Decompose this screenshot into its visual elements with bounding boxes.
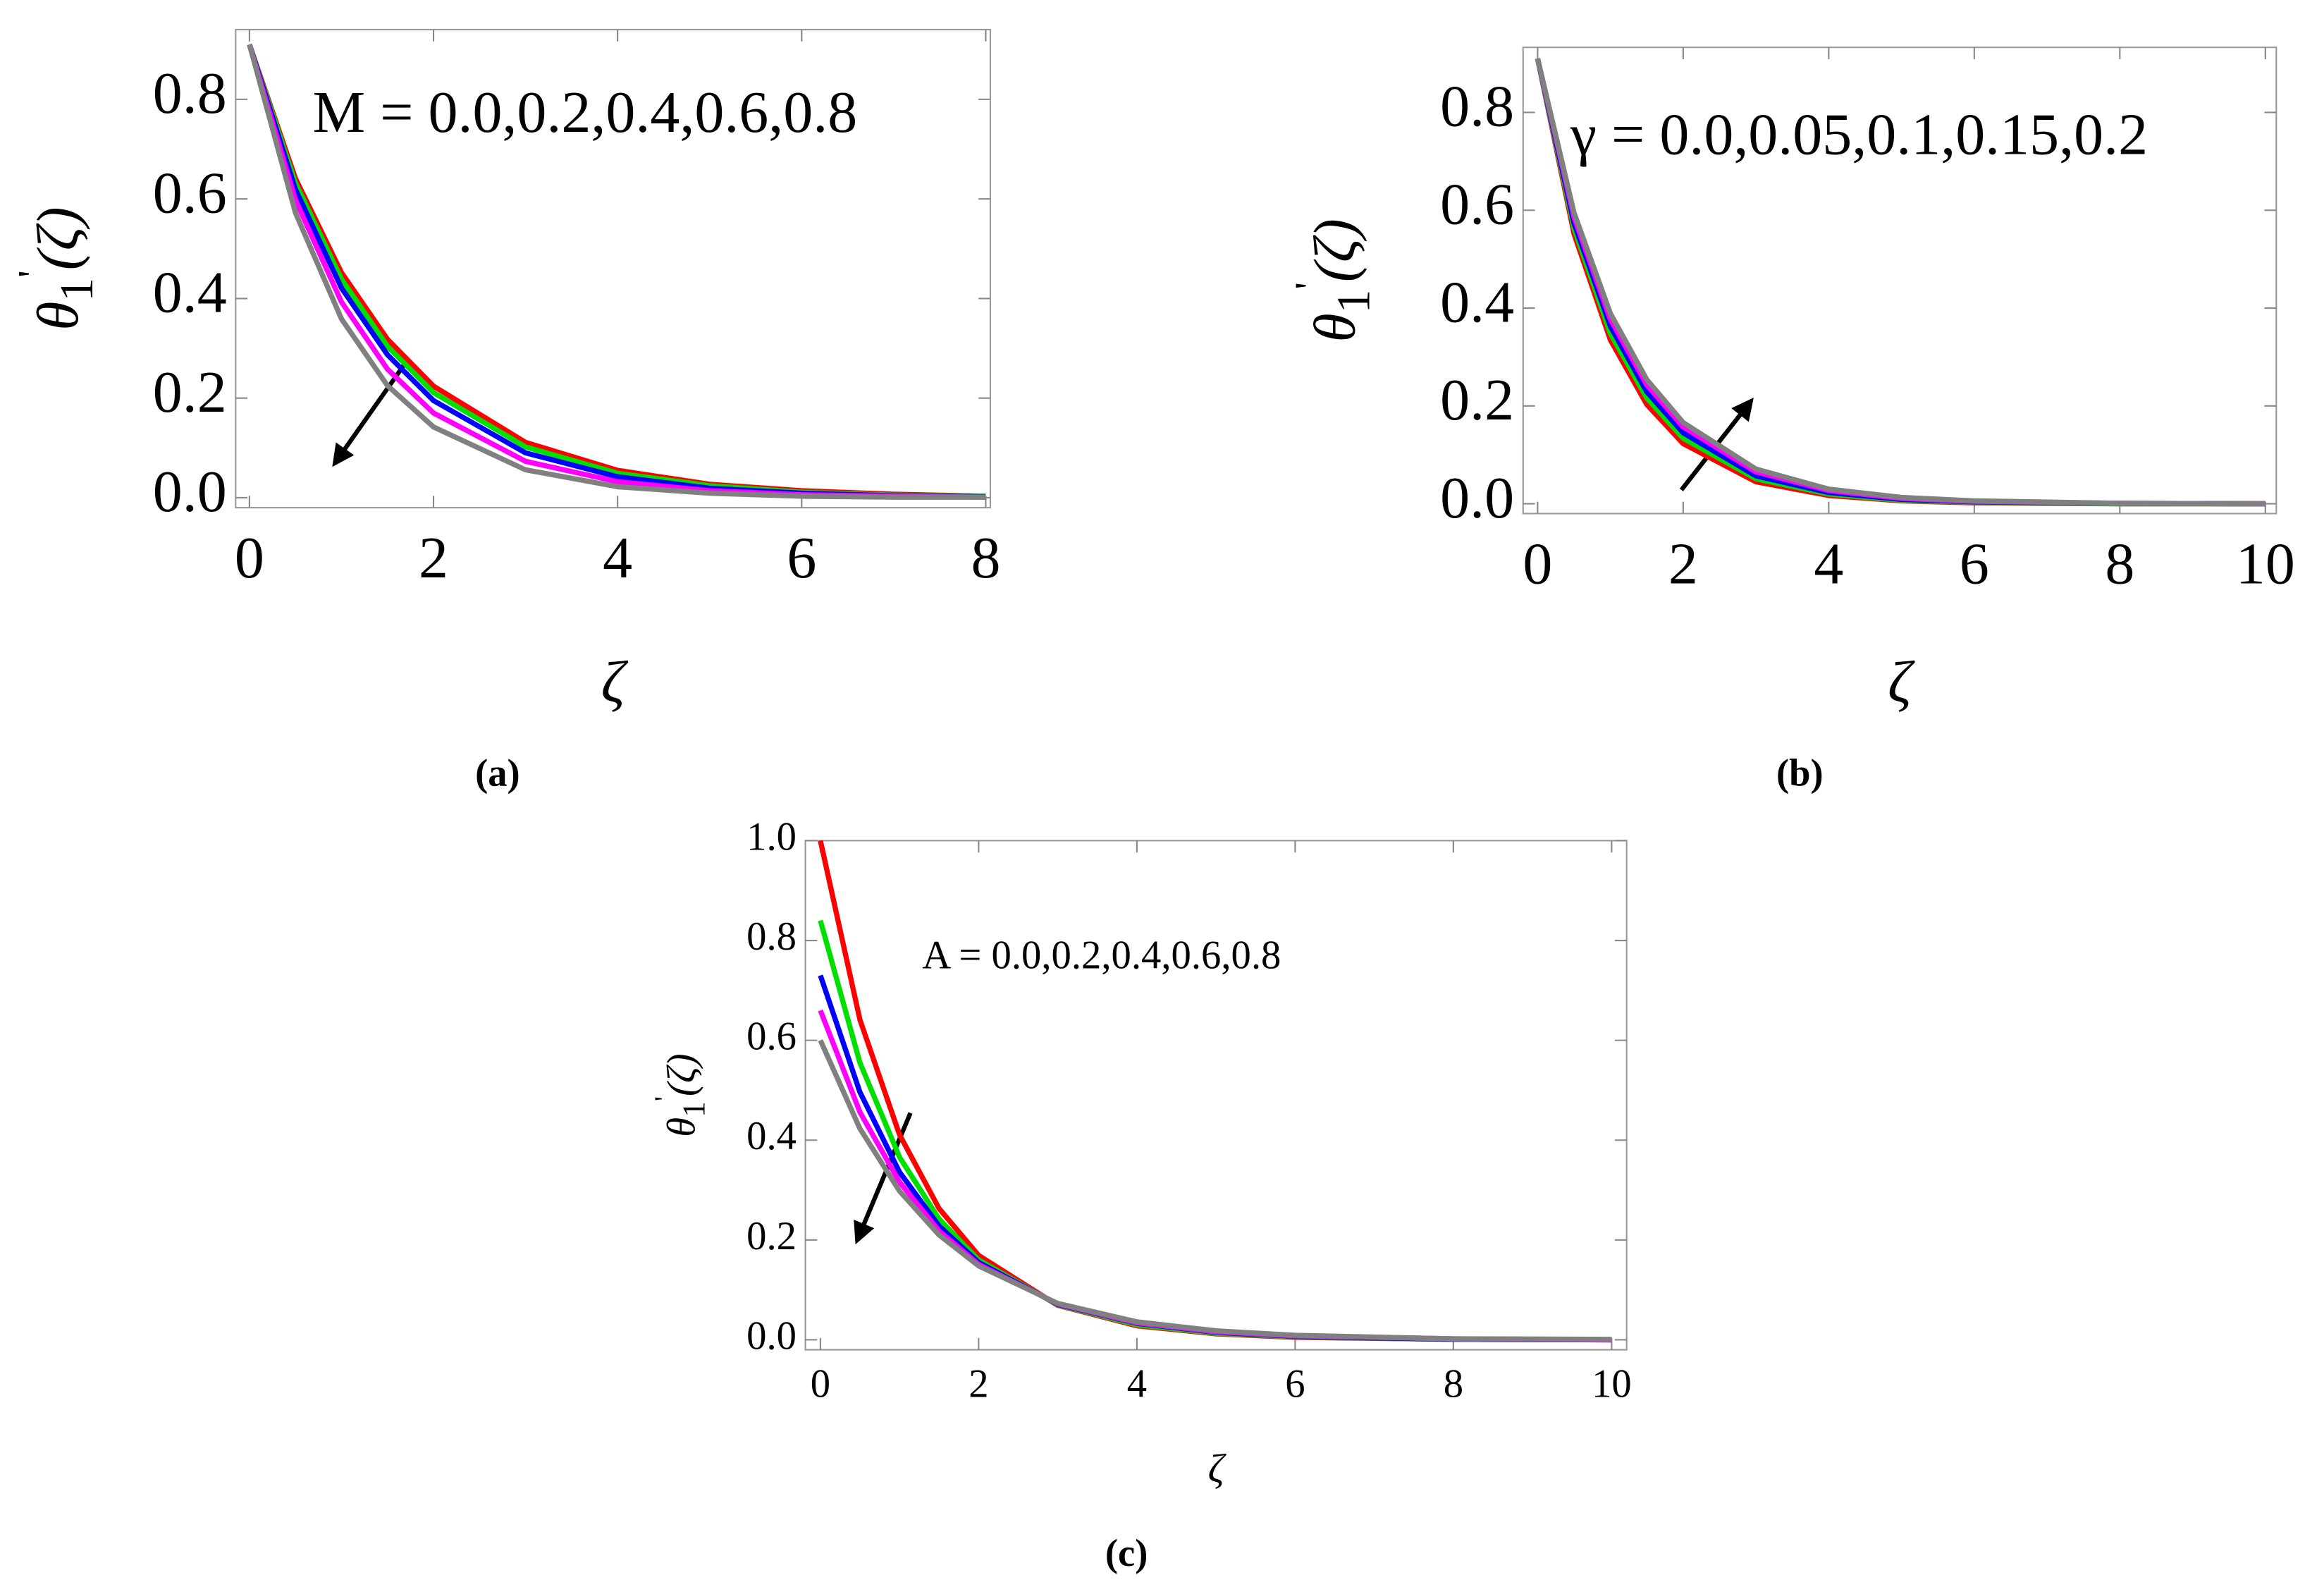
y-label-arg: (ζ) [25,207,91,270]
x-tick-label: 4 [1814,532,1843,597]
series-line [1535,58,2265,507]
y-tick-label: 0.6 [746,1014,797,1059]
x-tick-label: 4 [1127,1361,1147,1406]
y-label-sup: ' [1287,282,1333,290]
x-tick-label: 4 [603,525,632,591]
y-label-symbol: θ [1303,313,1368,342]
plot-frame [804,840,1628,1351]
series-line [247,44,986,500]
x-tick-label: 0 [811,1361,830,1406]
y-tick-label: 0.0 [746,1313,797,1358]
x-axis-label: ζ [1888,649,1915,715]
y-label-arg: (ζ) [660,1053,704,1096]
chart: 0 2 4 6 8 0.0 0.2 0.4 0.6 0.8 M = 0.0,0.2,0.4,0.6,… [10,28,1000,795]
x-axis-label: ζ [1208,1447,1227,1491]
arrow [332,357,411,467]
y-tick-label: 0.4 [746,1114,797,1158]
x-tick-label: 2 [1668,532,1698,597]
y-label-sup: ' [649,1096,680,1101]
x-axis-label: ζ [601,649,629,715]
y-tick-label: 0.8 [746,914,797,959]
y-label-symbol: θ [660,1117,704,1137]
annotation: γ = 0.0,0.05,0.1,0.15,0.2 [1570,102,2148,168]
y-tick-label: 1.0 [746,814,797,859]
x-tick-label: 8 [1444,1361,1463,1406]
plot-frame [235,28,992,509]
y-tick-label: 0.2 [1440,367,1514,433]
y-label-arg: (ζ) [1303,219,1368,282]
series-line [818,1009,1612,1343]
x-tick-label: 10 [2236,532,2295,597]
y-tick-label: 0.6 [153,160,227,226]
plot-frame [1522,47,2277,515]
annotation: M = 0.0,0.2,0.4,0.6,0.8 [312,80,857,145]
x-tick-label: 0 [235,525,264,591]
y-tick-label: 0.2 [153,360,227,425]
series-line [818,1039,1612,1342]
series-line [818,974,1612,1343]
y-axis-label: θ1'(ζ) [1287,219,1380,342]
series-line [818,840,1612,1343]
x-tick-label: 8 [971,525,1000,591]
y-label-sub: 1 [50,278,103,302]
y-tick-label: 0.4 [1440,269,1514,335]
y-label-sub: 1 [677,1101,712,1117]
caption: (a) [475,752,520,795]
caption: (c) [1105,1531,1148,1574]
x-tick-label: 2 [969,1361,988,1406]
x-tick-label: 8 [2105,532,2134,597]
y-axis-label: θ1'(ζ) [649,1053,712,1136]
y-tick-label: 0.8 [1440,74,1514,140]
chart: 0 2 4 6 8 10 0.0 0.2 0.4 0.6 0.8 1.0 A = 0.0,0.2,0.4… [649,814,1632,1574]
x-tick-label: 6 [1285,1361,1305,1406]
y-tick-label: 0.0 [153,459,227,525]
y-tick-label: 0.4 [153,260,227,326]
y-label-sub: 1 [1327,290,1380,314]
x-tick-label: 2 [419,525,448,591]
y-label-symbol: θ [25,301,91,330]
y-axis-label: θ1'(ζ) [10,207,103,330]
y-label-sup: ' [10,270,56,278]
series-line [818,919,1612,1343]
x-tick-label: 6 [787,525,816,591]
annotation: A = 0.0,0.2,0.4,0.6,0.8 [922,933,1281,977]
y-tick-label: 0.0 [1440,465,1514,531]
y-tick-label: 0.8 [153,61,227,126]
caption: (b) [1776,752,1824,795]
y-tick-label: 0.6 [1440,172,1514,238]
chart: 0 2 4 6 8 10 0.0 0.2 0.4 0.6 0.8 γ = 0.0,0.05,0.1,0… [1287,47,2295,795]
x-tick-label: 0 [1523,532,1552,597]
x-tick-label: 6 [1960,532,1989,597]
y-tick-label: 0.2 [746,1214,797,1258]
x-tick-label: 10 [1592,1361,1632,1406]
